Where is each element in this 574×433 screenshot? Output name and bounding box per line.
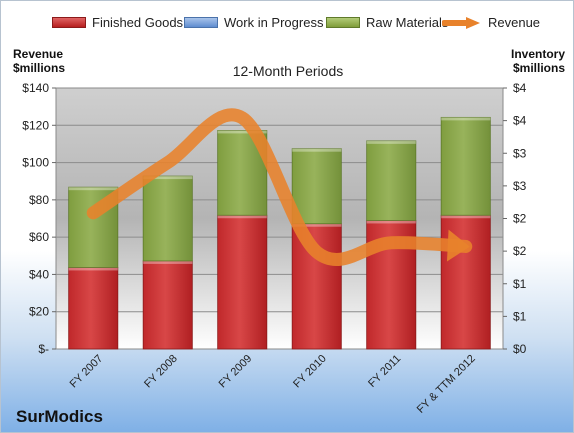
right-axis-tick-label: $2 <box>513 244 527 258</box>
bar-top-highlight <box>68 187 118 191</box>
left-axis-title: Revenue $millions <box>13 47 65 75</box>
bar-top-highlight <box>217 130 267 134</box>
legend-swatch-work-in-progress <box>184 17 218 28</box>
bar-top-highlight <box>217 215 267 219</box>
right-axis-title: Inventory $millions <box>511 47 565 75</box>
bar-top-highlight <box>68 267 118 271</box>
chart-title: 12-Month Periods <box>232 63 344 79</box>
legend-swatch-revenue <box>442 16 480 29</box>
bar-finished-goods <box>217 214 268 350</box>
category-label: FY 2007 <box>68 353 106 391</box>
chart-legend: Finished Goods Work in Progress Raw Mate… <box>1 15 573 35</box>
bar-top-highlight <box>366 220 416 224</box>
right-axis-title-line-1: Inventory <box>511 47 566 61</box>
bar-top-highlight <box>366 140 416 144</box>
category-label: FY 2010 <box>291 353 329 391</box>
legend-label-finished-goods: Finished Goods <box>92 15 184 30</box>
category-label: FY 2009 <box>217 353 255 391</box>
right-axis-tick-label: $0 <box>513 342 527 356</box>
left-axis-tick-label: $100 <box>22 156 49 170</box>
bar-raw-materials <box>142 175 193 262</box>
legend-item-work-in-progress: Work in Progress <box>184 15 323 30</box>
plot-area <box>55 87 504 350</box>
left-axis-tick-label: $- <box>38 342 49 356</box>
right-axis-tick-label: $4 <box>513 81 527 95</box>
right-axis-tick-label: $4 <box>513 114 527 128</box>
category-label: FY 2011 <box>366 353 403 390</box>
bar-top-highlight <box>143 260 193 264</box>
revenue-line <box>86 108 473 266</box>
right-axis-title-line-2: $millions <box>513 61 566 75</box>
legend-item-raw-materials: Raw Materials <box>326 15 448 30</box>
category-label: FY 2008 <box>142 353 180 391</box>
category-label: FY & TTM 2012 <box>415 353 478 416</box>
bar-raw-materials <box>440 116 491 216</box>
left-axis-tick-label: $40 <box>29 267 49 281</box>
bar-raw-materials <box>366 140 417 221</box>
bar-top-highlight <box>143 176 193 180</box>
grid-lines <box>52 87 507 350</box>
brand-label: SurModics <box>16 407 103 426</box>
right-axis-tick-label: $1 <box>513 277 527 291</box>
legend-item-finished-goods: Finished Goods <box>52 15 183 30</box>
left-axis-tick-label: $80 <box>29 193 49 207</box>
bar-top-highlight <box>292 148 342 152</box>
legend-item-revenue: Revenue <box>442 15 540 30</box>
bar-top-highlight <box>441 215 491 219</box>
legend-swatch-raw-materials <box>326 17 360 28</box>
right-axis-tick-label: $1 <box>513 309 527 323</box>
bar-raw-materials <box>291 148 342 225</box>
right-axis-tick-label: $3 <box>513 179 527 193</box>
legend-label-raw-materials: Raw Materials <box>366 15 449 30</box>
bar-top-highlight <box>292 223 342 227</box>
left-axis-tick-label: $20 <box>29 305 49 319</box>
legend-swatch-finished-goods <box>52 17 86 28</box>
left-axis-tick-label: $140 <box>22 81 49 95</box>
bar-finished-goods <box>291 223 342 350</box>
legend-label-revenue: Revenue <box>488 15 541 30</box>
bar-finished-goods <box>68 267 119 350</box>
left-axis-title-line-2: $millions <box>13 61 66 75</box>
bar-finished-goods <box>142 260 193 350</box>
revenue-line-arrowhead <box>446 229 470 262</box>
right-axis-tick-label: $2 <box>513 212 527 226</box>
bar-top-highlight <box>441 117 491 121</box>
bar-raw-materials <box>217 130 268 216</box>
right-axis-tick-label: $3 <box>513 146 527 160</box>
revenue-line-path <box>86 108 473 266</box>
left-axis-tick-label: $120 <box>22 118 49 132</box>
left-axis-title-line-1: Revenue <box>13 47 64 61</box>
legend-label-work-in-progress: Work in Progress <box>224 15 324 30</box>
left-axis-tick-label: $60 <box>29 230 49 244</box>
